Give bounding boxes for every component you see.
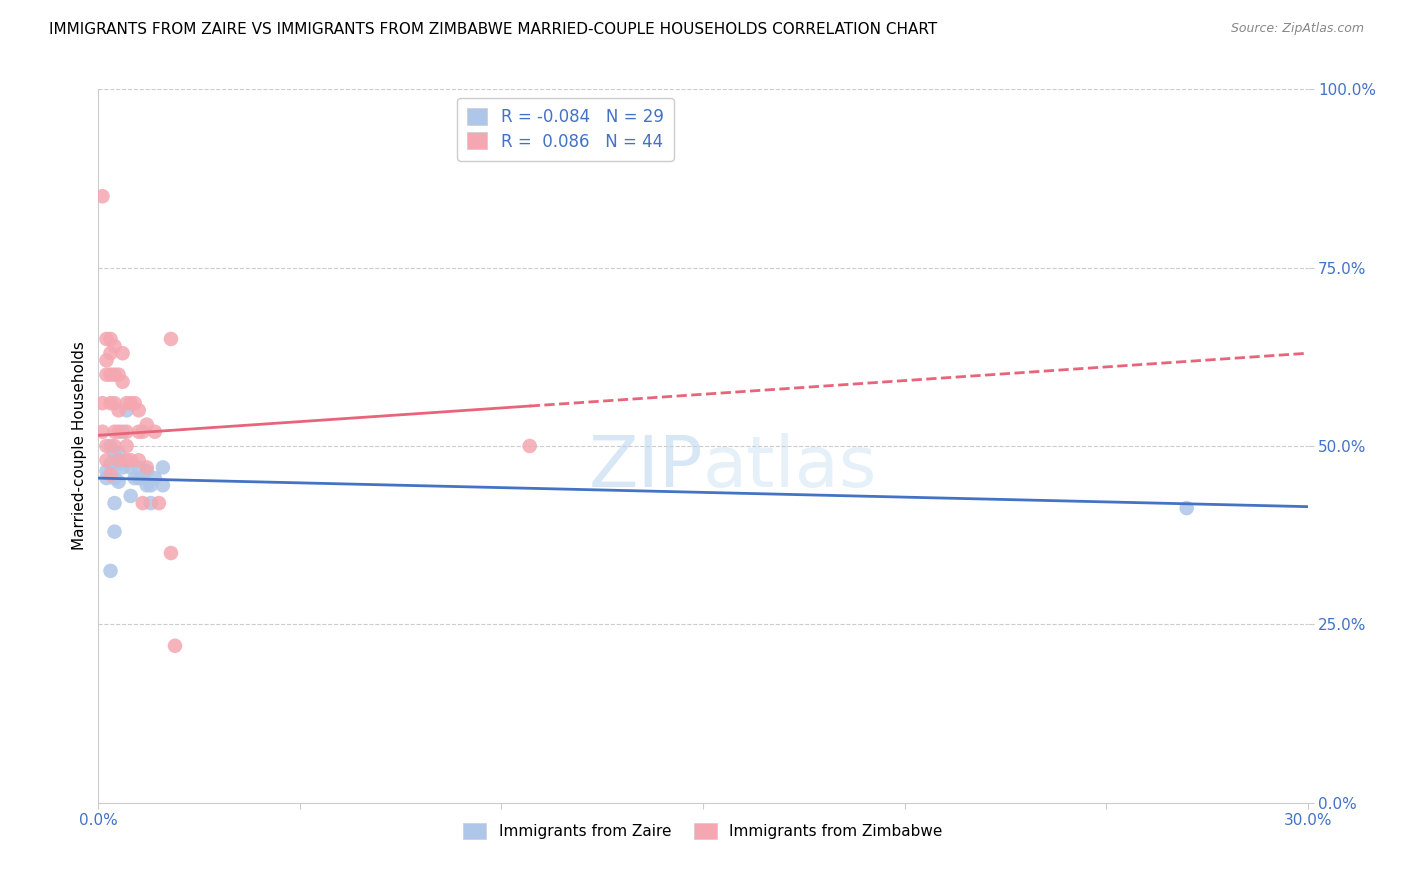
Point (103, 446, 125, 460)
Point (143, 425, 166, 439)
Point (115, 439, 138, 453)
Point (103, 439, 125, 453)
Point (143, 471, 166, 485)
Point (100, 332, 122, 346)
Text: Source: ZipAtlas.com: Source: ZipAtlas.com (1230, 22, 1364, 36)
Point (111, 375, 134, 389)
Point (120, 396, 142, 410)
Point (111, 425, 134, 439)
Point (103, 425, 125, 439)
Text: IMMIGRANTS FROM ZAIRE VS IMMIGRANTS FROM ZIMBABWE MARRIED-COUPLE HOUSEHOLDS CORR: IMMIGRANTS FROM ZAIRE VS IMMIGRANTS FROM… (49, 22, 938, 37)
Text: atlas: atlas (703, 433, 877, 502)
Point (100, 439, 122, 453)
Point (107, 368, 129, 382)
Point (135, 478, 157, 492)
Point (152, 460, 174, 475)
Point (135, 460, 157, 475)
Point (115, 425, 138, 439)
Point (107, 475, 129, 489)
Point (100, 457, 122, 471)
Point (103, 339, 125, 353)
Point (115, 403, 138, 417)
Point (1175, 501, 1198, 516)
Point (139, 496, 162, 510)
Point (160, 546, 183, 560)
Point (107, 453, 129, 467)
Point (91, 189, 114, 203)
Point (96, 453, 118, 467)
Point (115, 453, 138, 467)
Point (96, 439, 118, 453)
Point (124, 471, 146, 485)
Point (103, 496, 125, 510)
Point (103, 524, 125, 539)
Point (100, 396, 122, 410)
Point (120, 460, 142, 475)
Point (128, 453, 150, 467)
Point (132, 471, 155, 485)
Point (96, 464, 118, 478)
Point (103, 396, 125, 410)
Point (128, 425, 150, 439)
Point (132, 496, 155, 510)
Point (132, 425, 155, 439)
Point (107, 457, 129, 471)
Point (100, 564, 122, 578)
Point (128, 403, 150, 417)
Point (96, 353, 118, 368)
Point (120, 489, 142, 503)
Point (91, 425, 114, 439)
Point (96, 368, 118, 382)
Point (111, 346, 134, 360)
Point (100, 368, 122, 382)
Point (120, 453, 142, 467)
Point (160, 332, 183, 346)
Point (100, 346, 122, 360)
Point (103, 471, 125, 485)
Point (152, 478, 174, 492)
Point (107, 446, 129, 460)
Point (128, 460, 150, 475)
Point (148, 496, 170, 510)
Point (128, 471, 150, 485)
Point (115, 396, 138, 410)
Point (103, 368, 125, 382)
Y-axis label: Married-couple Households: Married-couple Households (72, 342, 87, 550)
Point (91, 396, 114, 410)
Point (519, 439, 541, 453)
Point (111, 460, 134, 475)
Point (139, 478, 162, 492)
Point (124, 396, 146, 410)
Point (107, 403, 129, 417)
Point (100, 467, 122, 482)
Legend: Immigrants from Zaire, Immigrants from Zimbabwe: Immigrants from Zaire, Immigrants from Z… (457, 817, 949, 845)
Point (96, 471, 118, 485)
Point (96, 332, 118, 346)
Point (107, 425, 129, 439)
Point (163, 639, 186, 653)
Point (135, 464, 157, 478)
Point (135, 417, 157, 432)
Text: ZIP: ZIP (589, 433, 703, 502)
